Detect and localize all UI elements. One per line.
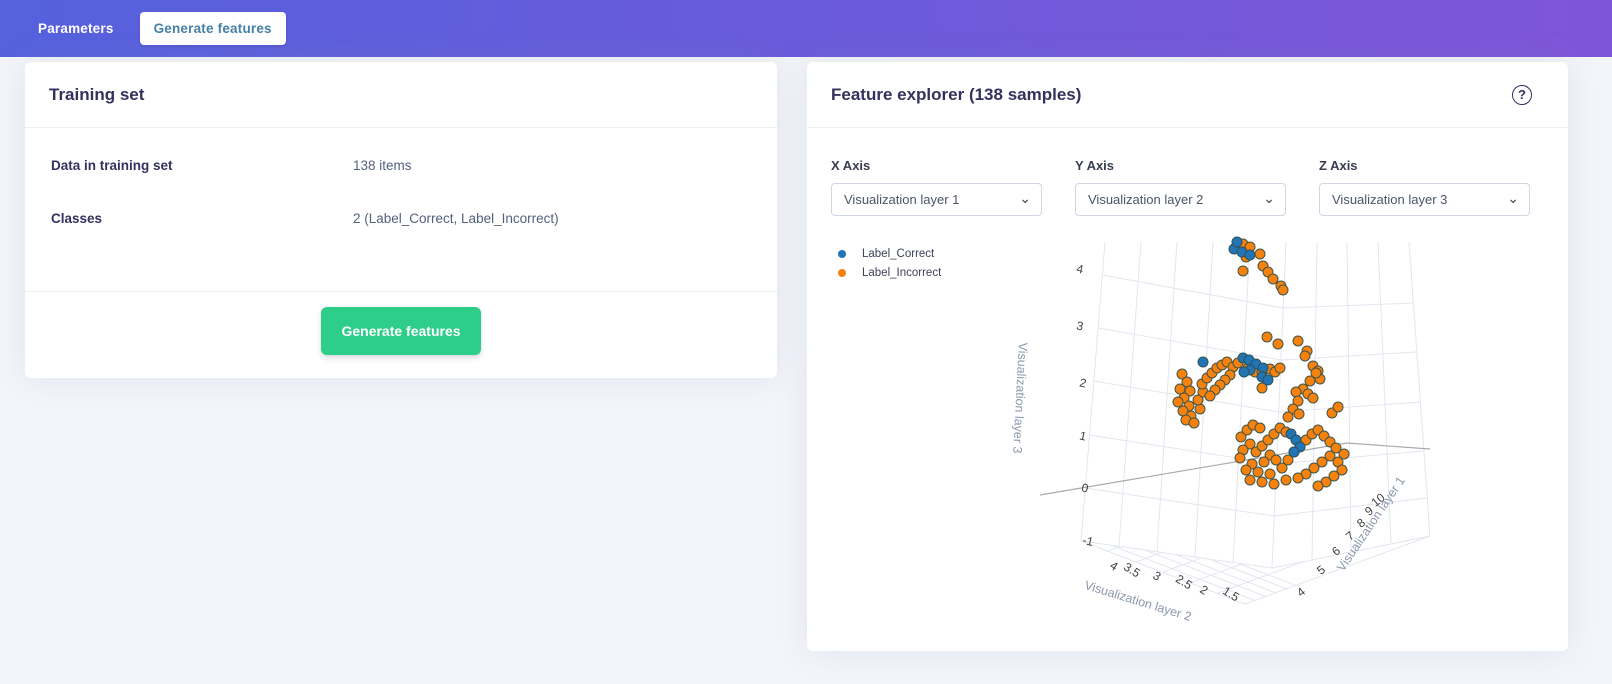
scatter-point[interactable] [1326, 407, 1338, 419]
feature-explorer-header: Feature explorer (138 samples) ? [807, 62, 1568, 128]
row-value: 138 items [353, 158, 412, 173]
scatter-point[interactable] [1328, 470, 1340, 482]
chart-legend: Label_Correct Label_Incorrect [838, 248, 941, 286]
axis-selector-row: X Axis Visualization layer 1 ⌄ Y Axis Visual… [807, 158, 1568, 216]
scatter-point[interactable] [1204, 390, 1216, 402]
z-axis-tick: -1 [1081, 532, 1095, 549]
scatter-point[interactable] [1308, 462, 1320, 474]
scatter-point[interactable] [1261, 331, 1273, 343]
scatter-point[interactable] [1324, 436, 1336, 448]
scatter-point[interactable] [1299, 350, 1311, 362]
axis-selector-label: Y Axis [1075, 158, 1115, 173]
scatter-point[interactable] [1324, 450, 1336, 462]
scatter-point[interactable] [1280, 474, 1292, 486]
scatter-point[interactable] [1276, 462, 1288, 474]
axis-selector: Z Axis Visualization layer 3 ⌄ [1319, 158, 1530, 216]
scatter-point[interactable] [1312, 424, 1324, 436]
training-row: Classes 2 (Label_Correct, Label_Incorrect… [25, 192, 777, 245]
scatter-point[interactable] [1336, 464, 1348, 476]
scatter-point[interactable] [1316, 456, 1328, 468]
scatter-point[interactable] [1237, 265, 1249, 277]
scatter-point[interactable] [1188, 417, 1200, 429]
axis-selector-label: Z Axis [1319, 158, 1358, 173]
scatter-point[interactable] [1197, 356, 1209, 368]
plot-grid [1039, 241, 1430, 605]
divider [25, 291, 777, 292]
scatter-point[interactable] [1262, 374, 1274, 386]
scatter-point[interactable] [1254, 248, 1266, 260]
scatter-point[interactable] [1244, 474, 1256, 486]
scatter-point[interactable] [1258, 456, 1270, 468]
training-rows: Data in training set 138 items Classes 2 (L… [25, 139, 777, 245]
scatter-point[interactable] [1293, 408, 1305, 420]
tab-generate-features[interactable]: Generate features [139, 12, 286, 45]
tab-parameters[interactable]: Parameters [38, 21, 114, 36]
scatter-point[interactable] [1282, 411, 1294, 423]
scatter-point[interactable] [1277, 284, 1289, 296]
scatter-point[interactable] [1292, 472, 1304, 484]
scatter-point[interactable] [1238, 366, 1250, 378]
x-axis-select[interactable]: Visualization layer 1 [831, 183, 1042, 216]
training-row: Data in training set 138 items [25, 139, 777, 192]
axis-selector-label: X Axis [831, 158, 871, 173]
scatter-point[interactable] [1234, 452, 1246, 464]
scatter-point[interactable] [1256, 476, 1268, 488]
legend-item[interactable]: Label_Incorrect [838, 267, 941, 279]
training-set-title: Training set [49, 84, 145, 104]
axis-selector: X Axis Visualization layer 1 ⌄ [831, 158, 1042, 216]
legend-label: Label_Correct [862, 248, 935, 260]
legend-label: Label_Incorrect [862, 267, 942, 279]
scatter-point[interactable] [1272, 338, 1284, 350]
scatter-point[interactable] [1268, 428, 1280, 440]
generate-features-button[interactable]: Generate features [321, 307, 481, 355]
scatter-point[interactable] [1307, 392, 1319, 404]
scatter-point[interactable] [1231, 236, 1243, 248]
scatter-point[interactable] [1256, 440, 1268, 452]
feature-explorer-3d-plot: 4 3 2 1 0 -1 4 3.5 3 2.5 2 1.5 4 5 6 7 8 9 10 Visualizatio… [1007, 236, 1430, 631]
scatter-point[interactable] [1288, 446, 1300, 458]
scatter-point[interactable] [1330, 442, 1342, 454]
row-label: Classes [51, 211, 103, 226]
scatter-point[interactable] [1250, 446, 1262, 458]
training-set-card-header: Training set [25, 62, 777, 128]
scatter-point[interactable] [1268, 478, 1280, 490]
scatter-point[interactable] [1282, 454, 1294, 466]
scatter-point[interactable] [1235, 431, 1247, 443]
page-content: Training set Data in training set 138 ite… [0, 57, 1612, 684]
legend-dot [838, 250, 846, 258]
top-nav: Parameters Generate features [0, 0, 1612, 57]
row-label: Data in training set [51, 158, 173, 173]
scatter-point[interactable] [1270, 454, 1282, 466]
scatter-point[interactable] [1244, 249, 1256, 261]
y-axis-select[interactable]: Visualization layer 2 [1075, 183, 1286, 216]
scatter-point[interactable] [1267, 273, 1279, 285]
scatter-point[interactable] [1318, 430, 1330, 442]
legend-item[interactable]: Label_Correct [838, 248, 941, 260]
scatter-point[interactable] [1184, 385, 1196, 397]
training-set-card: Training set Data in training set 138 ite… [25, 62, 777, 378]
scatter-point[interactable] [1256, 382, 1268, 394]
scatter-point[interactable] [1246, 458, 1258, 470]
scatter-point[interactable] [1310, 367, 1322, 379]
scatter-point[interactable] [1262, 434, 1274, 446]
feature-explorer-card: Feature explorer (138 samples) ? X Axis V… [807, 62, 1568, 651]
scatter-point[interactable] [1332, 401, 1344, 413]
help-icon[interactable]: ? [1512, 84, 1532, 105]
scatter-point[interactable] [1274, 362, 1286, 374]
scatter-point[interactable] [1292, 335, 1304, 347]
axis-selector: Y Axis Visualization layer 2 ⌄ [1075, 158, 1286, 216]
row-value: 2 (Label_Correct, Label_Incorrect) [353, 211, 559, 226]
legend-dot [838, 269, 846, 277]
scatter-point[interactable] [1312, 480, 1324, 492]
scatter-point[interactable] [1304, 375, 1316, 387]
scatter-point[interactable] [1254, 422, 1266, 434]
feature-explorer-title: Feature explorer (138 samples) [831, 84, 1082, 104]
scatter-point[interactable] [1338, 448, 1350, 460]
scatter-point[interactable] [1244, 438, 1256, 450]
z-axis-select[interactable]: Visualization layer 3 [1319, 183, 1530, 216]
